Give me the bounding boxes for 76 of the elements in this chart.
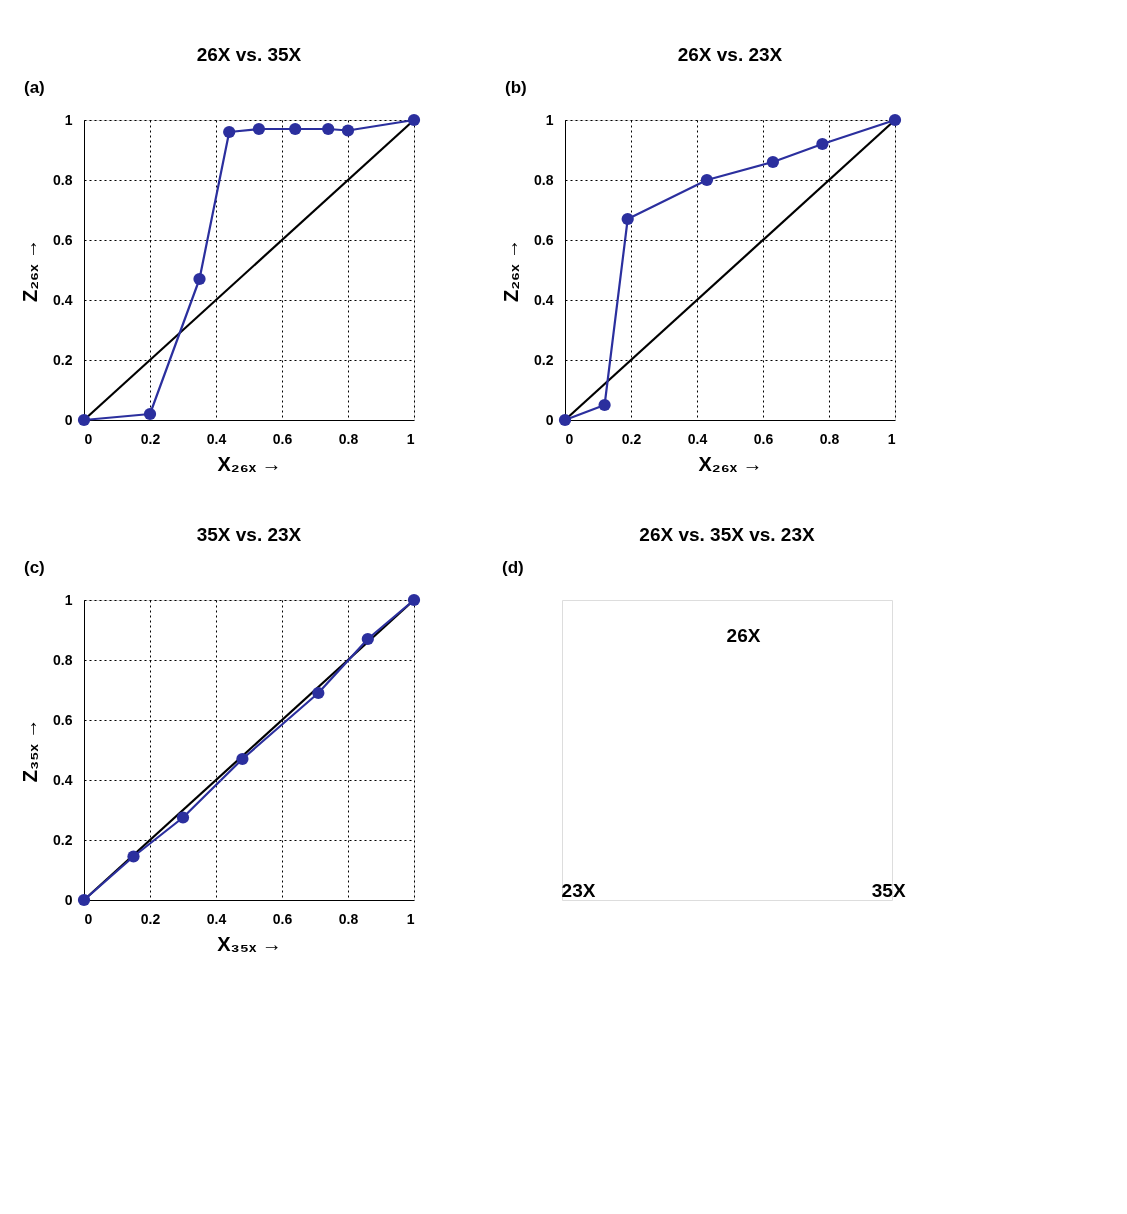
x-tick-label: 0 [565, 430, 574, 447]
point [223, 125, 236, 139]
x-axis-title: X₂₆ₓ → [698, 452, 763, 475]
x-tick-label: 0.8 [338, 430, 359, 447]
point [888, 113, 902, 127]
x-tick-label: 0.2 [140, 910, 161, 927]
point [341, 124, 355, 137]
x-tick-label: 0.6 [272, 430, 293, 447]
x-tick-label: 0 [84, 430, 93, 447]
point [143, 407, 157, 421]
x-tick-label: 0.4 [206, 910, 227, 927]
y-tick-label: 0 [64, 411, 73, 428]
y-tick-label: 1 [64, 591, 73, 608]
y-tick-label: 0.4 [53, 291, 73, 308]
point [766, 155, 780, 169]
x-tick-label: 1 [887, 430, 896, 447]
y-axis-title: Z₃₅ₓ → [19, 718, 42, 783]
y-tick-label: 0.8 [53, 651, 73, 668]
point [322, 122, 335, 136]
x-axis-title: X₂₆ₓ → [217, 452, 282, 475]
point [252, 122, 266, 136]
text: 26X [726, 625, 761, 646]
x-tick-label: 0.2 [140, 430, 161, 447]
text: 35X [871, 880, 906, 901]
point [236, 752, 249, 766]
point [407, 113, 421, 127]
point [700, 173, 714, 187]
x-axis-title: X₃₅ₓ → [217, 932, 282, 955]
chart-title: 35X vs. 23X [196, 524, 302, 545]
y-axis-title: Z₂₆ₓ → [500, 238, 523, 303]
point [312, 686, 325, 700]
point [598, 398, 611, 412]
text: 23X [561, 880, 596, 901]
y-tick-label: 0.4 [53, 771, 73, 788]
text: (a) [24, 78, 45, 97]
x-tick-label: 1 [406, 910, 415, 927]
text: (d) [502, 558, 524, 577]
y-tick-label: 1 [64, 111, 73, 128]
y-tick-label: 0.6 [53, 231, 73, 248]
y-tick-label: 0.4 [534, 291, 554, 308]
x-tick-label: 1 [406, 430, 415, 447]
y-tick-label: 0.6 [53, 711, 73, 728]
chart-title: 26X vs. 23X [677, 44, 783, 65]
x-tick-label: 0.6 [272, 910, 293, 927]
y-axis-title: Z₂₆ₓ → [19, 238, 42, 303]
y-tick-label: 0.2 [534, 351, 554, 368]
text: (b) [505, 78, 527, 97]
x-tick-label: 0.2 [621, 430, 642, 447]
point [77, 413, 91, 427]
chart-title: 26X vs. 35X [196, 44, 302, 65]
point [289, 122, 302, 136]
y-tick-label: 1 [545, 111, 554, 128]
point [558, 413, 572, 427]
text: (c) [24, 558, 45, 577]
x-tick-label: 0.8 [819, 430, 840, 447]
y-tick-label: 0.8 [534, 171, 554, 188]
x-tick-label: 0 [84, 910, 93, 927]
y-tick-label: 0 [64, 891, 73, 908]
x-tick-label: 0.4 [206, 430, 227, 447]
y-tick-label: 0.8 [53, 171, 73, 188]
point [621, 212, 634, 226]
x-tick-label: 0.4 [687, 430, 708, 447]
x-tick-label: 0.6 [753, 430, 774, 447]
point [407, 593, 421, 607]
x-tick-label: 0.8 [338, 910, 359, 927]
text: 26X vs. 35X vs. 23X [639, 524, 815, 545]
point [77, 893, 91, 907]
point [176, 811, 190, 824]
y-tick-label: 0.2 [53, 831, 73, 848]
y-tick-label: 0.6 [534, 231, 554, 248]
y-tick-label: 0.2 [53, 351, 73, 368]
point [193, 272, 206, 286]
point [816, 137, 829, 151]
point [127, 850, 140, 863]
y-tick-label: 0 [545, 411, 554, 428]
point [361, 632, 374, 646]
